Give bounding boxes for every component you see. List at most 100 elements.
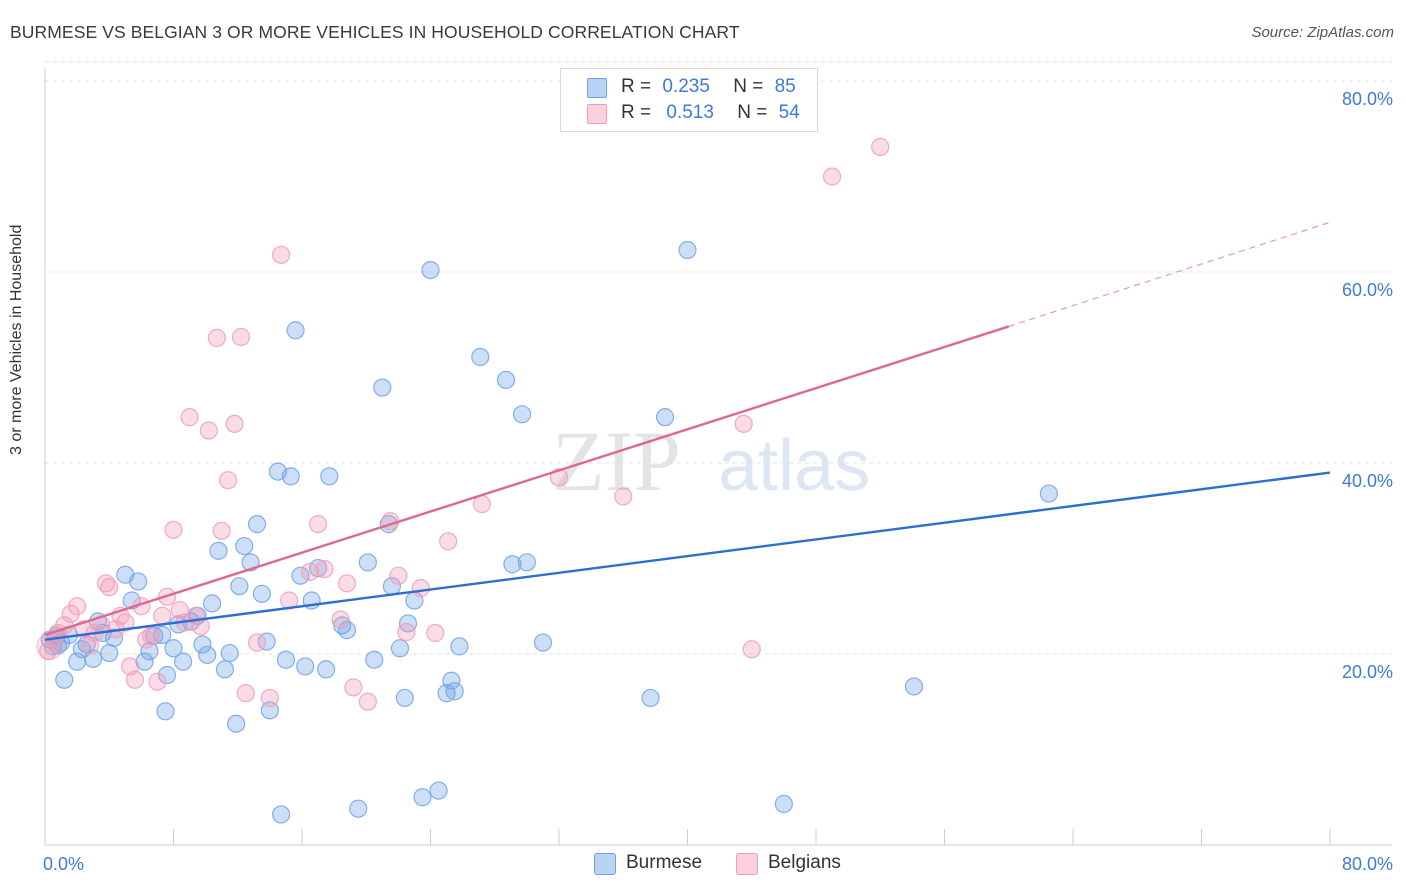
burmese-trend-line	[44, 471, 1331, 641]
burmese-point	[358, 553, 377, 572]
belgians-point	[389, 566, 408, 585]
belgians-point	[116, 613, 135, 632]
belgians-point	[68, 597, 87, 616]
belgians-point	[358, 692, 377, 711]
burmese-point	[655, 408, 675, 427]
burmese-swatch	[594, 853, 616, 875]
legend-n-label: N =	[733, 76, 764, 97]
legend-n-value: 54	[778, 102, 800, 123]
burmese-point	[503, 555, 522, 574]
burmese-point	[100, 643, 119, 663]
burmese-point	[450, 637, 469, 656]
belgians-point	[121, 657, 140, 676]
burmese-point	[429, 781, 448, 800]
belgians-point	[231, 327, 251, 347]
belgians-trend-extension	[1008, 221, 1331, 328]
legend-r-value: 0.513	[666, 102, 714, 123]
belgians-point	[191, 617, 210, 636]
burmese-point	[227, 714, 246, 733]
belgians-points	[36, 137, 890, 711]
burmese-point	[281, 467, 300, 486]
gridlines	[45, 61, 1392, 655]
legend-swatch-belgians	[587, 104, 607, 124]
y-tick-label: 60.0%	[1342, 280, 1393, 300]
legend-swatch-burmese	[587, 78, 607, 98]
belgians-point	[742, 640, 761, 659]
legend-r-value: 0.235	[662, 76, 710, 97]
belgians-point	[61, 604, 80, 623]
belgians-point	[822, 167, 842, 186]
burmese-point	[678, 240, 697, 260]
belgians-point	[148, 672, 167, 691]
burmese-point	[193, 635, 212, 654]
burmese-point	[904, 677, 924, 696]
watermark-atlas: atlas	[718, 426, 870, 506]
belgians-point	[247, 633, 267, 652]
burmese-point	[272, 805, 291, 824]
y-tick-label: 20.0%	[1342, 662, 1393, 682]
belgians-point	[236, 684, 255, 703]
burmese-point	[235, 536, 254, 556]
belgians-point	[141, 626, 161, 645]
burmese-point	[512, 405, 532, 424]
burmese-point	[774, 794, 793, 814]
belgians-point	[212, 521, 231, 540]
burmese-point	[517, 553, 536, 572]
burmese-point	[442, 671, 461, 690]
burmese-point	[641, 688, 660, 708]
belgians-point	[225, 414, 244, 433]
belgians-point	[614, 487, 633, 506]
x-tick-label: 80.0%	[1342, 854, 1393, 874]
burmese-point	[373, 378, 392, 397]
legend-r-label: R =	[621, 76, 652, 97]
belgians-swatch	[736, 853, 758, 875]
watermark: ZIP atlas	[552, 413, 870, 509]
belgians-point	[219, 471, 238, 490]
burmese-point	[215, 660, 234, 679]
belgians-point	[439, 532, 458, 551]
belgians-point	[100, 578, 119, 597]
belgians-point	[125, 670, 145, 689]
burmese-point	[496, 370, 516, 390]
belgians-point	[344, 678, 363, 697]
burmese-point	[1039, 484, 1059, 503]
belgians-point	[308, 515, 328, 534]
burmese-point	[365, 650, 384, 669]
burmese-point	[337, 621, 357, 640]
burmese-point	[316, 660, 336, 679]
y-tick-label: 80.0%	[1342, 89, 1393, 109]
source-label: Source: ZipAtlas.com	[1251, 24, 1394, 41]
belgians-point	[734, 414, 753, 433]
burmese-point	[164, 639, 183, 658]
burmese-point	[471, 347, 490, 367]
burmese-point	[135, 652, 154, 671]
belgians-point	[207, 328, 226, 347]
belgians-point	[300, 562, 320, 581]
burmese-point	[320, 467, 339, 486]
legend-n-value: 85	[774, 76, 796, 97]
belgians-point	[426, 623, 445, 643]
burmese-point	[533, 633, 553, 652]
burmese-point	[220, 643, 239, 663]
burmese-point	[390, 639, 410, 658]
burmese-point	[413, 788, 432, 807]
belgians-point	[260, 688, 279, 708]
burmese-point	[198, 645, 217, 665]
belgians-point	[199, 421, 218, 440]
series-legend: Burmese Belgians	[0, 852, 1406, 878]
burmese-point	[230, 577, 249, 596]
belgians-trend-line	[44, 325, 1010, 637]
belgians-point	[272, 245, 291, 264]
burmese-point	[84, 649, 103, 668]
burmese-point	[202, 594, 222, 613]
belgians-point	[331, 610, 350, 629]
chart-title: BURMESE VS BELGIAN 3 OR MORE VEHICLES IN…	[10, 22, 740, 42]
belgians-point	[397, 622, 416, 642]
y-tick-label: 40.0%	[1342, 471, 1393, 491]
burmese-point	[445, 682, 464, 701]
legend-n-label: N =	[737, 102, 768, 123]
belgians-label: Belgians	[768, 852, 841, 873]
belgians-point	[153, 606, 172, 625]
belgians-point	[871, 137, 890, 156]
